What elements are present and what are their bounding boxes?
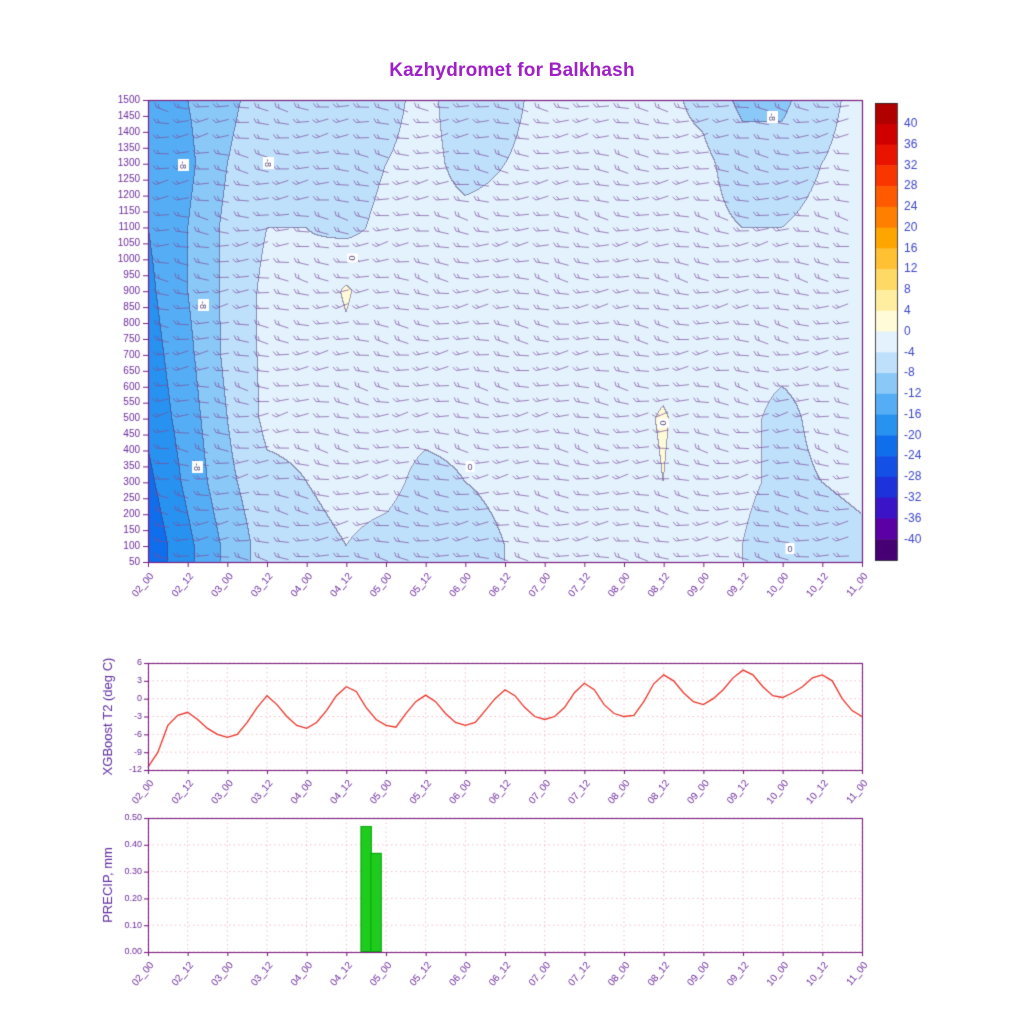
precip-bar-chart: [0, 812, 1024, 1024]
temperature-time-height-section-chart: [0, 90, 1024, 630]
page-title: Kazhydromet for Balkhash: [389, 60, 635, 81]
t2-line-chart: [0, 635, 1024, 812]
